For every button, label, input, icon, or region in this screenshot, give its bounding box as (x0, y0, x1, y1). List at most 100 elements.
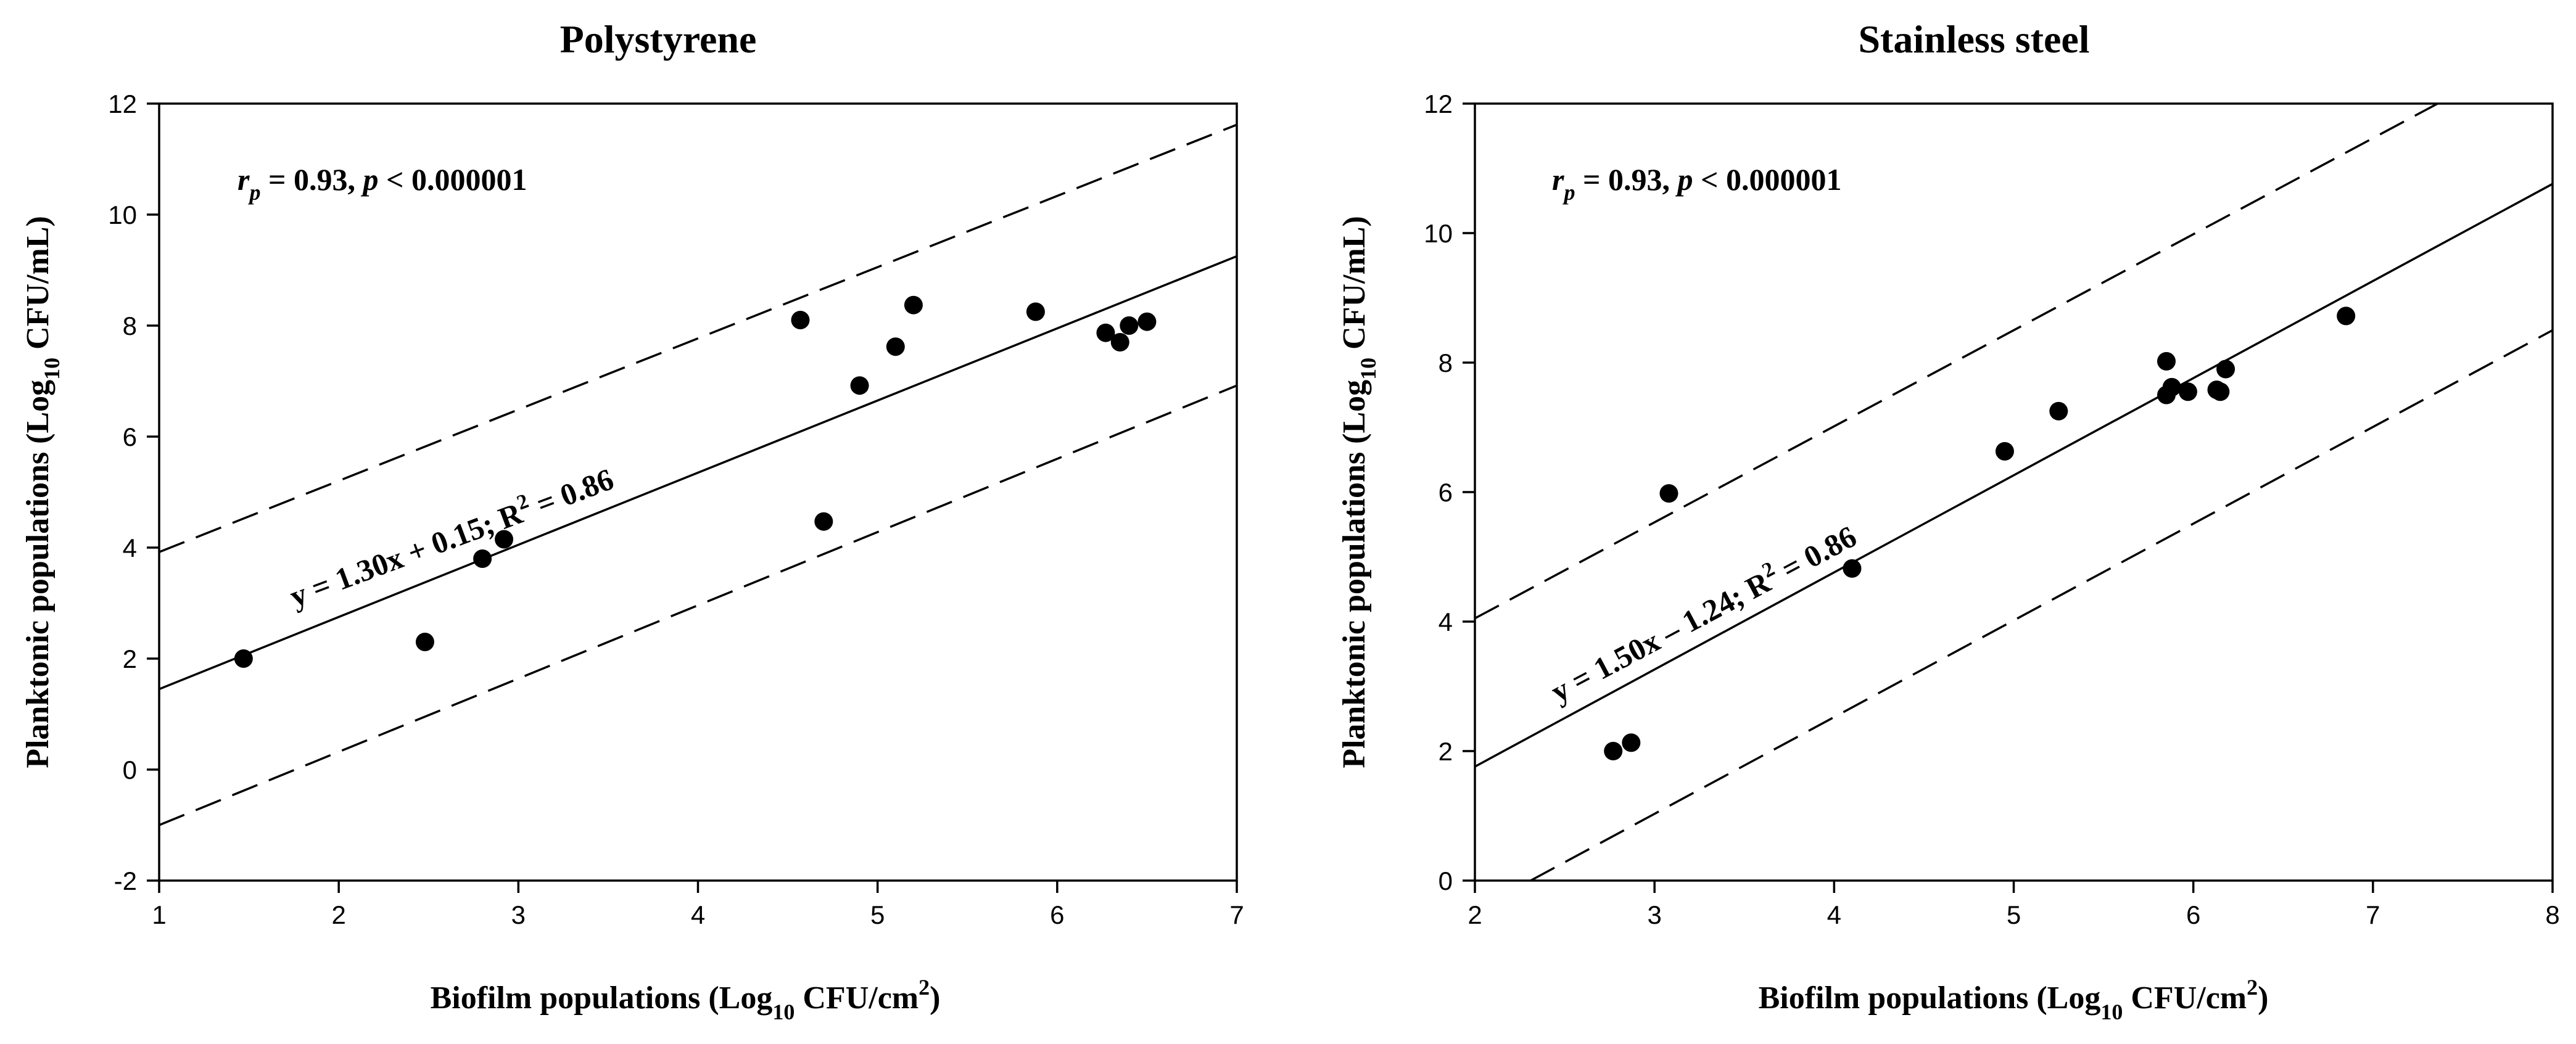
data-point (904, 295, 923, 314)
data-point (1120, 316, 1139, 335)
x-tick-label: 6 (2186, 900, 2200, 929)
data-point (1622, 733, 1641, 752)
x-tick-label: 6 (1050, 900, 1064, 929)
data-point (814, 512, 833, 531)
prediction-band-lower (1530, 329, 2553, 881)
x-axis-label: Biofilm populations (Log10 CFU/cm2) (1759, 975, 2269, 1024)
x-label-unit: CFU/cm (2123, 980, 2247, 1016)
data-point (2178, 382, 2197, 401)
plot-area (1475, 104, 2553, 881)
x-axis-label: Biofilm populations (Log10 CFU/cm2) (431, 975, 941, 1024)
y-tick-label: 10 (108, 200, 137, 229)
x-tick-label: 1 (152, 900, 166, 929)
x-label-end: ) (2258, 980, 2268, 1016)
r-subscript: p (247, 180, 260, 205)
x-tick-label: 7 (2366, 900, 2380, 929)
y-tick-label: 10 (1424, 219, 1453, 248)
x-tick-label: 2 (331, 900, 345, 929)
data-point (2049, 401, 2068, 421)
y-label-subscript: 10 (1356, 358, 1381, 380)
x-tick-label: 4 (691, 900, 705, 929)
prediction-band-upper (159, 123, 1237, 553)
data-point (1026, 302, 1045, 321)
regression-equation: y = 1.50x – 1.24; R2 = 0.86 (1544, 517, 1862, 709)
x-label-subscript: 10 (772, 1000, 795, 1024)
data-point (1110, 333, 1129, 351)
data-point (415, 633, 434, 651)
data-point (2211, 382, 2230, 401)
x-label-superscript: 2 (2247, 975, 2258, 1000)
data-point (791, 311, 810, 329)
y-tick-label: 0 (1439, 866, 1453, 895)
x-tick-label: 8 (2545, 900, 2559, 929)
y-tick-label: 2 (123, 644, 137, 673)
data-point (850, 376, 869, 395)
data-point (2216, 360, 2235, 379)
x-tick-label: 3 (1647, 900, 1661, 929)
r-symbol: r (1552, 162, 1564, 197)
r-symbol: r (237, 162, 250, 197)
x-tick-label: 4 (1827, 900, 1841, 929)
prediction-band-upper (1475, 104, 2438, 620)
data-point (495, 530, 514, 549)
chart-title: Polystyrene (560, 17, 757, 61)
x-label-subscript: 10 (2100, 1000, 2123, 1024)
y-tick-label: 6 (123, 422, 137, 451)
y-label-main: Planktonic populations (Log (1337, 380, 1372, 768)
data-point (234, 649, 253, 668)
prediction-band-lower (159, 384, 1237, 826)
y-axis-label: Planktonic populations (Log10 CFU/mL) (1337, 216, 1381, 768)
data-point (1137, 312, 1157, 331)
equation-tail: = 0.86 (1769, 519, 1862, 590)
r-value: = 0.93, (260, 162, 363, 197)
plot-frame (1474, 102, 2554, 882)
r-subscript: p (1562, 180, 1575, 205)
correlation-annotation: rp = 0.93, p < 0.000001 (237, 162, 527, 205)
data-point (1659, 484, 1678, 503)
x-tick-label: 7 (1229, 900, 1244, 929)
y-tick-label: -2 (114, 866, 137, 895)
plot-area (159, 123, 1237, 826)
data-point (1096, 323, 1115, 342)
y-label-end: CFU/mL) (1337, 216, 1372, 358)
equation-text: y = 1.30x + 0.15; R (285, 495, 527, 614)
y-tick-label: 4 (123, 533, 137, 562)
x-label-unit: CFU/cm (795, 980, 919, 1016)
r-value: = 0.93, (1575, 162, 1677, 197)
equation-tail: = 0.86 (524, 461, 618, 524)
y-tick-label: 12 (108, 89, 137, 118)
x-label-main: Biofilm populations (Log (1759, 980, 2101, 1016)
y-tick-label: 12 (1424, 89, 1453, 118)
correlation-annotation: rp = 0.93, p < 0.000001 (1552, 162, 1841, 205)
y-axis-label: Planktonic populations (Log10 CFU/mL) (20, 216, 64, 768)
x-tick-label: 2 (1468, 900, 1482, 929)
plot-frame (158, 102, 1238, 882)
x-tick-label: 5 (870, 900, 885, 929)
chart-title: Stainless steel (1858, 17, 2089, 61)
y-label-main: Planktonic populations (Log (20, 380, 56, 768)
x-label-superscript: 2 (919, 975, 930, 1000)
x-tick-label: 3 (511, 900, 526, 929)
p-value: < 0.000001 (1693, 162, 1841, 197)
y-tick-label: 0 (123, 755, 137, 784)
x-label-end: ) (930, 980, 940, 1016)
x-label-main: Biofilm populations (Log (431, 980, 773, 1016)
y-label-subscript: 10 (39, 358, 64, 380)
data-point (886, 337, 905, 356)
regression-line (159, 255, 1237, 691)
y-label-end: CFU/mL) (20, 216, 56, 358)
data-point (2162, 377, 2181, 397)
regression-equation: y = 1.30x + 0.15; R2 = 0.86 (284, 459, 618, 614)
y-tick-label: 2 (1439, 737, 1453, 766)
data-point (473, 549, 492, 568)
y-tick-label: 8 (1439, 348, 1453, 377)
data-point (1995, 442, 2014, 461)
data-point (1604, 742, 1623, 760)
data-point (2337, 306, 2356, 326)
data-point (2157, 351, 2176, 371)
y-tick-label: 4 (1439, 607, 1453, 636)
x-tick-label: 5 (2007, 900, 2021, 929)
